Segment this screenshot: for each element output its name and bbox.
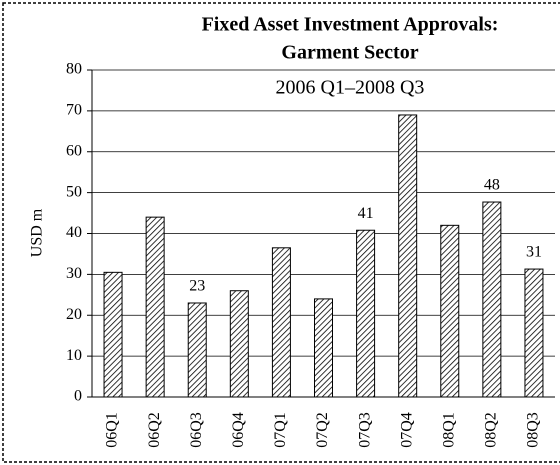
- x-tick-label: 07Q2: [314, 412, 331, 448]
- bar: [524, 268, 544, 398]
- x-tick-label: 07Q1: [272, 412, 289, 448]
- chart-title: Fixed Asset Investment Approvals:: [202, 14, 499, 36]
- data-label: 48: [484, 177, 500, 194]
- x-tick-label: 06Q4: [230, 412, 247, 448]
- data-label: 31: [526, 244, 542, 261]
- x-tick-label: 06Q2: [146, 412, 163, 448]
- y-tick-label: 0: [74, 388, 82, 405]
- data-label: 41: [358, 205, 374, 222]
- x-tick-label: 07Q4: [398, 412, 415, 448]
- x-tick-label: 08Q2: [483, 412, 500, 448]
- chart-subtitle: 2006 Q1–2008 Q3: [276, 77, 425, 99]
- x-tick-label: 08Q3: [525, 412, 542, 448]
- y-tick-label: 70: [66, 102, 82, 119]
- y-tick-label: 50: [66, 183, 82, 200]
- bar: [187, 302, 207, 398]
- bar: [271, 247, 291, 398]
- data-label: 23: [189, 278, 205, 295]
- bar: [103, 271, 123, 398]
- bar: [482, 201, 502, 398]
- x-tick-label: 06Q3: [188, 412, 205, 448]
- y-tick-label: 30: [66, 265, 82, 282]
- y-tick-label: 20: [66, 306, 82, 323]
- y-axis-label: USD m: [29, 208, 46, 257]
- y-tick-label: 40: [66, 224, 82, 241]
- bar: [356, 229, 376, 398]
- bar: [314, 298, 333, 398]
- chart-title: Garment Sector: [281, 42, 418, 64]
- x-tick-label: 06Q1: [104, 412, 121, 448]
- bar: [398, 114, 418, 398]
- y-tick-label: 60: [66, 142, 82, 159]
- y-tick-label: 10: [66, 347, 82, 364]
- bar: [145, 216, 165, 398]
- x-tick-label: 08Q1: [440, 412, 457, 448]
- bar: [440, 224, 460, 398]
- y-tick-label: 80: [66, 61, 82, 78]
- bar: [229, 290, 249, 398]
- x-tick-label: 07Q3: [356, 412, 373, 448]
